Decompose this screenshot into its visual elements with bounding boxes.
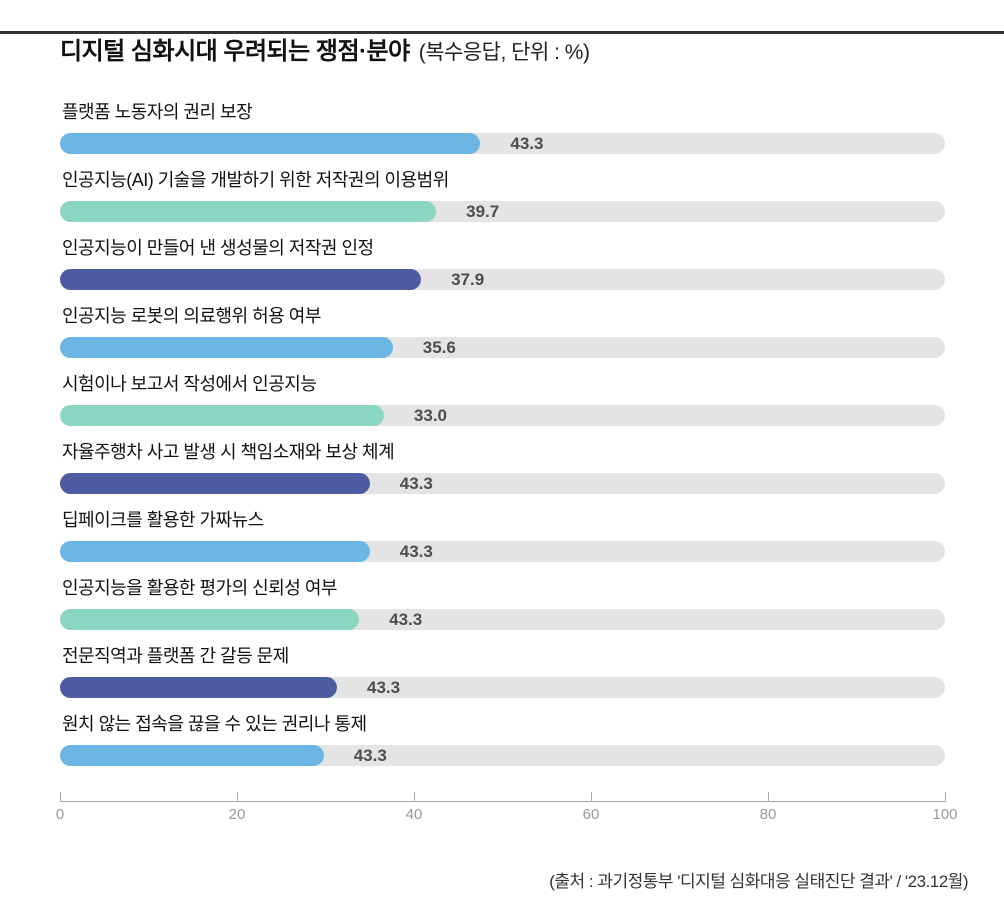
bar-category-label: 자율주행차 사고 발생 시 책임소재와 보상 체계 <box>62 442 395 462</box>
axis-tick-label: 80 <box>759 806 777 823</box>
bar-row: 인공지능이 만들어 낸 생성물의 저작권 인정 37.9 <box>60 238 945 290</box>
source-credit: (출처 : 과기정통부 '디지털 심화대응 실태진단 결과' / '23.12월… <box>549 872 968 891</box>
bar-category-label: 원치 않는 접속을 끊을 수 있는 권리나 통제 <box>62 714 367 734</box>
axis-tick-label: 60 <box>582 806 600 823</box>
chart-title: 디지털 심화시대 우려되는 쟁점·분야 <box>60 38 410 65</box>
bar-category-label: 시험이나 보고서 작성에서 인공지능 <box>62 374 317 394</box>
bar-value-label: 35.6 <box>422 338 456 357</box>
bar-category-label: 인공지능(AI) 기술을 개발하기 위한 저작권의 이용범위 <box>62 170 449 190</box>
bar-value-label: 39.7 <box>466 202 500 221</box>
bar-value-label: 43.3 <box>399 474 433 493</box>
bar-row: 딥페이크를 활용한 가짜뉴스 43.3 <box>60 510 945 562</box>
bar-row: 시험이나 보고서 작성에서 인공지능 33.0 <box>60 374 945 426</box>
bar-value-label: 43.3 <box>389 610 423 629</box>
bar-track: 33.0 <box>60 405 945 426</box>
axis-tick-label: 20 <box>228 806 246 823</box>
chart-header: 디지털 심화시대 우려되는 쟁점·분야 (복수응답, 단위 : %) <box>60 31 945 66</box>
axis-tick <box>945 792 946 802</box>
bar-value-label: 33.0 <box>413 406 447 425</box>
bar-fill <box>60 541 370 562</box>
x-axis: 0 20 40 60 80 100 <box>56 792 958 832</box>
bar-fill <box>60 473 370 494</box>
bar-value-label: 43.3 <box>510 134 544 153</box>
bar-value-label: 43.3 <box>399 542 433 561</box>
bar-value-label: 37.9 <box>451 270 485 289</box>
axis-tick-label: 0 <box>55 806 65 823</box>
bar-track: 43.3 <box>60 677 945 698</box>
bar-row: 인공지능(AI) 기술을 개발하기 위한 저작권의 이용범위 39.7 <box>60 170 945 222</box>
bar-track: 35.6 <box>60 337 945 358</box>
axis-tick <box>414 792 415 802</box>
infographic-page: 디지털 심화시대 우려되는 쟁점·분야 (복수응답, 단위 : %) 플랫폼 노… <box>0 31 1004 832</box>
bar-fill <box>60 405 384 426</box>
bar-track: 43.3 <box>60 541 945 562</box>
bar-value-label: 43.3 <box>367 678 401 697</box>
bar-track: 43.3 <box>60 133 945 154</box>
chart-title-note: (복수응답, 단위 : %) <box>418 41 590 64</box>
bar-fill <box>60 133 481 154</box>
bar-track: 43.3 <box>60 473 945 494</box>
bar-row: 전문직역과 플랫폼 간 갈등 문제 43.3 <box>60 646 945 698</box>
bar-row: 플랫폼 노동자의 권리 보장 43.3 <box>60 102 945 154</box>
x-axis-line <box>60 801 945 802</box>
bar-fill <box>60 677 337 698</box>
bar-category-label: 인공지능을 활용한 평가의 신뢰성 여부 <box>62 578 337 598</box>
bar-fill <box>60 745 324 766</box>
axis-tick <box>60 792 61 802</box>
bar-track: 43.3 <box>60 609 945 630</box>
bar-category-label: 전문직역과 플랫폼 간 갈등 문제 <box>62 646 289 666</box>
bar-category-label: 인공지능 로봇의 의료행위 허용 여부 <box>62 306 321 326</box>
bar-row: 원치 않는 접속을 끊을 수 있는 권리나 통제 43.3 <box>60 714 945 766</box>
bar-fill <box>60 337 393 358</box>
bar-fill <box>60 269 422 290</box>
bar-row: 인공지능 로봇의 의료행위 허용 여부 35.6 <box>60 306 945 358</box>
bar-track: 37.9 <box>60 269 945 290</box>
bar-fill <box>60 201 437 222</box>
top-border-rule <box>0 31 1004 34</box>
axis-tick-label: 40 <box>405 806 423 823</box>
bar-category-label: 딥페이크를 활용한 가짜뉴스 <box>62 510 264 530</box>
bar-value-label: 43.3 <box>353 746 387 765</box>
bar-fill <box>60 609 360 630</box>
axis-tick <box>768 792 769 802</box>
bar-track: 39.7 <box>60 201 945 222</box>
bar-track: 43.3 <box>60 745 945 766</box>
bar-row: 자율주행차 사고 발생 시 책임소재와 보상 체계 43.3 <box>60 442 945 494</box>
axis-tick-label: 100 <box>932 806 958 823</box>
bar-rows: 플랫폼 노동자의 권리 보장 43.3 인공지능(AI) 기술을 개발하기 위한… <box>60 102 945 766</box>
bar-row: 인공지능을 활용한 평가의 신뢰성 여부 43.3 <box>60 578 945 630</box>
axis-tick <box>237 792 238 802</box>
bar-category-label: 플랫폼 노동자의 권리 보장 <box>62 102 253 122</box>
axis-tick <box>591 792 592 802</box>
bar-category-label: 인공지능이 만들어 낸 생성물의 저작권 인정 <box>62 238 374 258</box>
